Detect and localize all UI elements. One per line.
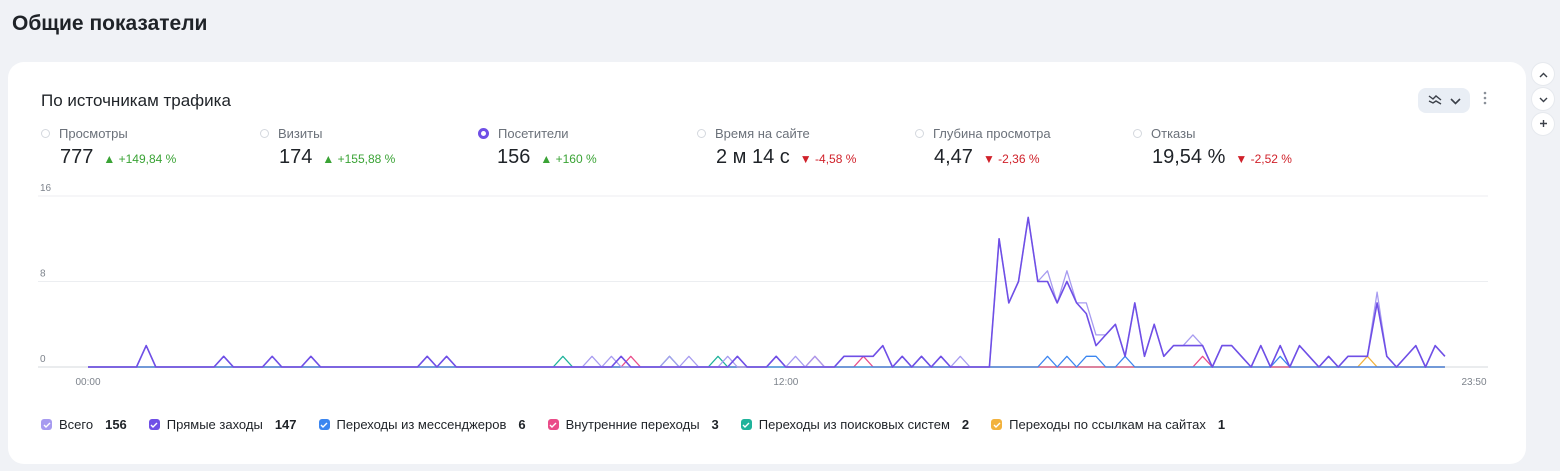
legend-item[interactable]: Переходы из поисковых систем 2 — [740, 417, 970, 432]
metric-label: Глубина просмотра — [933, 126, 1051, 141]
x-tick-label: 23:50 — [1461, 377, 1486, 388]
arrow-down-icon: ▼ — [799, 152, 812, 166]
metric-delta-value: -2,52 % — [1250, 152, 1292, 166]
more-vertical-icon — [1483, 91, 1487, 110]
y-tick-label: 0 — [40, 354, 46, 365]
legend-label: Прямые заходы — [166, 417, 263, 432]
x-tick-label: 12:00 — [773, 377, 798, 388]
series-line-4[interactable] — [88, 355, 1445, 368]
series-line-0[interactable] — [88, 216, 1446, 368]
metric-4[interactable]: Глубина просмотра 4,47 ▼ -2,36 % — [915, 126, 1051, 169]
metric-label: Просмотры — [59, 126, 128, 141]
checkbox-icon[interactable] — [740, 419, 752, 430]
metric-radio[interactable] — [697, 129, 706, 138]
metric-1[interactable]: Визиты 174 ▲ +155,88 % — [260, 126, 395, 169]
metric-delta-value: +155,88 % — [337, 152, 396, 166]
metric-value: 174 — [279, 146, 313, 168]
line-chart-icon — [1428, 92, 1442, 110]
more-options-button[interactable] — [1478, 90, 1492, 110]
metric-delta-value: +160 % — [555, 152, 597, 166]
metric-value: 777 — [60, 146, 94, 168]
add-widget-button[interactable] — [1532, 113, 1554, 135]
legend-label: Переходы по ссылкам на сайтах — [1009, 417, 1206, 432]
metric-2[interactable]: Посетители 156 ▲ +160 % — [478, 126, 597, 169]
chart-legend: Всего 156 Прямые заходы 147 Переходы из месс… — [41, 417, 1247, 432]
arrow-up-icon: ▲ — [322, 152, 335, 166]
traffic-line-chart: 16 8 0 00:00 12:00 23:50 — [38, 183, 1488, 388]
metric-radio[interactable] — [915, 129, 924, 138]
legend-count: 6 — [518, 417, 526, 432]
checkbox-icon[interactable] — [148, 419, 160, 430]
metric-radio[interactable] — [260, 129, 269, 138]
metric-label: Отказы — [1151, 126, 1196, 141]
metric-5[interactable]: Отказы 19,54 % ▼ -2,52 % — [1133, 126, 1292, 169]
arrow-down-icon: ▼ — [1235, 152, 1248, 166]
legend-label: Всего — [59, 417, 94, 432]
legend-item[interactable]: Прямые заходы 147 — [148, 417, 297, 432]
legend-label: Внутренние переходы — [565, 417, 700, 432]
metric-label: Визиты — [278, 126, 323, 141]
metric-0[interactable]: Просмотры 777 ▲ +149,84 % — [41, 126, 176, 169]
arrow-up-icon: ▲ — [540, 152, 553, 166]
legend-label: Переходы из поисковых систем — [758, 417, 950, 432]
metric-value: 19,54 % — [1152, 146, 1226, 168]
metric-radio[interactable] — [478, 128, 489, 139]
legend-count: 147 — [274, 417, 297, 432]
metric-value: 156 — [497, 146, 531, 168]
x-tick-label: 00:00 — [75, 377, 100, 388]
legend-item[interactable]: Переходы из мессенджеров 6 — [318, 417, 526, 432]
series-line-2[interactable] — [88, 355, 1445, 368]
series-line-5[interactable] — [88, 355, 1445, 368]
arrow-up-icon: ▲ — [103, 152, 116, 166]
legend-count: 3 — [711, 417, 719, 432]
chart-type-button[interactable] — [1418, 88, 1470, 113]
checkbox-icon[interactable] — [547, 419, 559, 430]
chevron-down-icon — [1539, 90, 1548, 108]
legend-count: 1 — [1217, 417, 1226, 432]
metric-delta: ▼ -4,58 % — [800, 152, 857, 166]
expand-button[interactable] — [1532, 88, 1554, 110]
series-line-1[interactable] — [88, 216, 1446, 368]
arrow-down-icon: ▼ — [982, 152, 995, 166]
metric-delta-value: -2,36 % — [998, 152, 1040, 166]
legend-count: 2 — [961, 417, 970, 432]
metric-radio[interactable] — [41, 129, 50, 138]
checkbox-icon[interactable] — [41, 419, 52, 430]
side-controls — [1532, 63, 1556, 138]
metric-delta: ▼ -2,36 % — [983, 152, 1040, 166]
metric-delta: ▲ +155,88 % — [322, 152, 395, 166]
metric-value: 4,47 — [934, 146, 973, 168]
y-tick-label: 16 — [40, 183, 52, 194]
collapse-button[interactable] — [1532, 63, 1554, 85]
metric-delta-value: -4,58 % — [815, 152, 857, 166]
metric-delta: ▼ -2,52 % — [1235, 152, 1292, 166]
chevron-down-icon — [1449, 92, 1461, 110]
legend-item[interactable]: Переходы по ссылкам на сайтах 1 — [991, 417, 1225, 432]
legend-count: 156 — [105, 417, 127, 432]
plus-icon — [1539, 115, 1548, 133]
legend-item[interactable]: Внутренние переходы 3 — [547, 417, 719, 432]
y-tick-label: 8 — [40, 269, 46, 280]
metric-3[interactable]: Время на сайте 2 м 14 с ▼ -4,58 % — [697, 126, 856, 169]
traffic-sources-widget: По источникам трафика Просмотры 777 ▲ +149… — [8, 62, 1526, 464]
checkbox-icon[interactable] — [991, 419, 1003, 430]
metric-label: Время на сайте — [715, 126, 810, 141]
metric-delta: ▲ +149,84 % — [103, 152, 176, 166]
legend-label: Переходы из мессенджеров — [336, 417, 507, 432]
metric-delta: ▲ +160 % — [540, 152, 596, 166]
series-line-3[interactable] — [88, 355, 1445, 368]
metric-label: Посетители — [498, 126, 569, 141]
chevron-up-icon — [1539, 65, 1548, 83]
widget-title: По источникам трафика — [41, 91, 231, 110]
metric-radio[interactable] — [1133, 129, 1142, 138]
checkbox-icon[interactable] — [318, 419, 330, 430]
metric-value: 2 м 14 с — [716, 146, 790, 168]
page-title: Общие показатели — [12, 12, 208, 35]
metric-delta-value: +149,84 % — [118, 152, 177, 166]
legend-item[interactable]: Всего 156 — [41, 417, 127, 432]
